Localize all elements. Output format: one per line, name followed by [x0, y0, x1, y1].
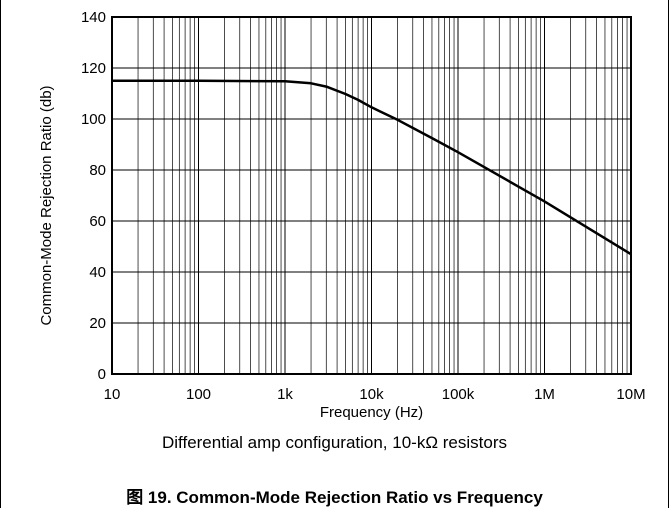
x-axis-label: Frequency (Hz) [320, 404, 423, 421]
figure-caption: 图 19. Common-Mode Rejection Ratio vs Fre… [126, 488, 543, 507]
y-tick-label: 60 [89, 213, 106, 230]
cmrr-series-line [112, 79, 632, 256]
grid [111, 16, 632, 375]
x-tick-labels: 10 100 1k 10k 100k 1M 10M [104, 386, 646, 403]
y-axis-label: Common-Mode Rejection Ratio (db) [38, 85, 55, 325]
series-layer [112, 79, 632, 256]
y-tick-label: 100 [81, 111, 106, 128]
x-tick-label: 10k [359, 386, 384, 403]
left-border [0, 0, 1, 508]
x-tick-label: 100k [442, 386, 475, 403]
y-tick-label: 0 [98, 366, 106, 383]
y-tick-label: 140 [81, 9, 106, 26]
y-tick-label: 40 [89, 264, 106, 281]
y-tick-labels: 0 20 40 60 80 100 120 140 [81, 9, 106, 383]
x-tick-label: 1k [277, 386, 293, 403]
x-tick-label: 1M [534, 386, 555, 403]
y-tick-label: 80 [89, 162, 106, 179]
plot-border [111, 16, 632, 375]
x-tick-label: 10M [616, 386, 645, 403]
x-tick-label: 10 [104, 386, 121, 403]
y-tick-label: 20 [89, 315, 106, 332]
y-tick-label: 120 [81, 60, 106, 77]
chart-note: Differential amp configuration, 10-kΩ re… [162, 433, 507, 452]
cmrr-chart: 0 20 40 60 80 100 120 140 10 100 1k 10k 100k 1M 10M F… [38, 9, 646, 421]
x-tick-label: 100 [186, 386, 211, 403]
